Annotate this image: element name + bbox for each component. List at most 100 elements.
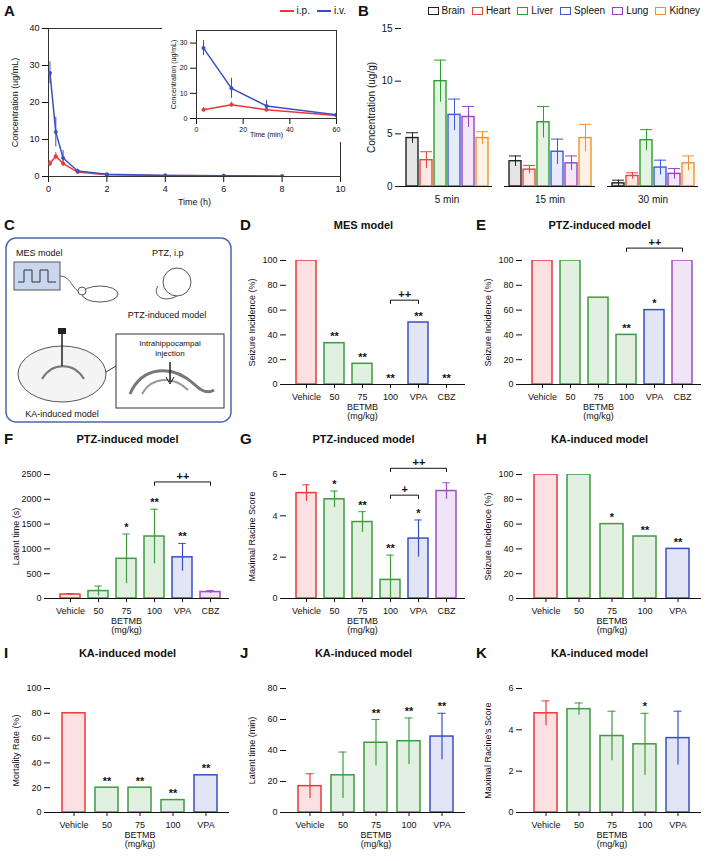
svg-text:CBZ: CBZ xyxy=(202,606,221,616)
svg-text:2: 2 xyxy=(104,184,109,194)
svg-text:80: 80 xyxy=(503,280,513,290)
svg-text:20: 20 xyxy=(180,64,188,71)
svg-text:100: 100 xyxy=(401,820,416,830)
svg-text:40: 40 xyxy=(267,330,277,340)
svg-text:2000: 2000 xyxy=(21,494,41,504)
svg-text:6: 6 xyxy=(508,683,513,693)
svg-text:Vehicle: Vehicle xyxy=(531,606,560,616)
svg-text:VPA: VPA xyxy=(646,392,663,402)
svg-text:2500: 2500 xyxy=(21,469,41,479)
svg-text:Concentration (ug/mL): Concentration (ug/mL) xyxy=(170,40,178,110)
svg-text:60: 60 xyxy=(31,733,41,743)
svg-text:0: 0 xyxy=(34,171,39,181)
svg-text:10: 10 xyxy=(335,184,345,194)
svg-text:75: 75 xyxy=(121,606,131,616)
svg-text:**: ** xyxy=(386,542,395,554)
svg-text:Vehicle: Vehicle xyxy=(292,392,321,402)
svg-text:50: 50 xyxy=(574,820,584,830)
svg-text:30: 30 xyxy=(180,39,188,46)
svg-text:Seizure Incidence (%): Seizure Incidence (%) xyxy=(247,278,257,366)
svg-text:100: 100 xyxy=(383,606,398,616)
svg-text:20: 20 xyxy=(29,97,39,107)
svg-text:5: 5 xyxy=(387,128,393,139)
svg-text:15: 15 xyxy=(381,23,393,34)
svg-text:Concentration (ug/mL): Concentration (ug/mL) xyxy=(10,58,20,148)
svg-text:60: 60 xyxy=(503,519,513,529)
svg-text:VPA: VPA xyxy=(410,392,427,402)
svg-text:Intrahippocampal: Intrahippocampal xyxy=(139,339,201,348)
svg-text:30 min: 30 min xyxy=(638,194,668,205)
svg-text:**: ** xyxy=(438,700,447,712)
svg-text:BETMB(mg/kg): BETMB(mg/kg) xyxy=(347,402,378,421)
svg-text:BETMB(mg/kg): BETMB(mg/kg) xyxy=(596,830,627,849)
svg-text:**: ** xyxy=(169,787,178,799)
svg-text:75: 75 xyxy=(607,820,617,830)
svg-text:VPA: VPA xyxy=(197,820,214,830)
svg-text:100: 100 xyxy=(26,683,41,693)
svg-text:CBZ: CBZ xyxy=(438,606,457,616)
svg-text:**: ** xyxy=(442,372,451,384)
svg-text:**: ** xyxy=(405,705,414,717)
svg-text:+: + xyxy=(401,483,407,495)
svg-text:40: 40 xyxy=(503,544,513,554)
svg-text:0: 0 xyxy=(36,593,41,603)
svg-text:injection: injection xyxy=(155,349,184,358)
svg-text:VPA: VPA xyxy=(410,606,427,616)
svg-text:2: 2 xyxy=(272,552,277,562)
svg-text:Seizure Incidence (%): Seizure Incidence (%) xyxy=(483,492,493,580)
svg-text:20: 20 xyxy=(267,355,277,365)
svg-text:80: 80 xyxy=(31,708,41,718)
svg-text:CBZ: CBZ xyxy=(674,392,693,402)
svg-text:Maximal Racine Score: Maximal Racine Score xyxy=(247,491,257,581)
svg-text:**: ** xyxy=(372,707,381,719)
svg-text:Vehicle: Vehicle xyxy=(59,820,88,830)
svg-text:50: 50 xyxy=(329,606,339,616)
svg-text:Mortality Rate (%): Mortality Rate (%) xyxy=(11,714,21,786)
svg-text:**: ** xyxy=(386,372,395,384)
svg-text:6: 6 xyxy=(272,469,277,479)
svg-text:VPA: VPA xyxy=(174,606,191,616)
svg-text:Vehicle: Vehicle xyxy=(528,392,557,402)
svg-text:60: 60 xyxy=(333,126,341,133)
svg-text:40: 40 xyxy=(29,23,39,33)
svg-text:**: ** xyxy=(330,330,339,342)
svg-text:1500: 1500 xyxy=(21,519,41,529)
svg-text:0: 0 xyxy=(272,807,277,817)
svg-text:40: 40 xyxy=(286,126,294,133)
svg-text:0: 0 xyxy=(387,181,393,192)
svg-text:**: ** xyxy=(641,524,650,536)
svg-text:40: 40 xyxy=(503,330,513,340)
svg-text:1000: 1000 xyxy=(21,544,41,554)
svg-text:Time (h): Time (h) xyxy=(178,197,211,207)
svg-text:Latent time (s): Latent time (s) xyxy=(11,508,21,566)
svg-text:*: * xyxy=(610,511,615,523)
svg-text:Vehicle: Vehicle xyxy=(56,606,85,616)
svg-text:100: 100 xyxy=(262,255,277,265)
svg-text:8: 8 xyxy=(280,184,285,194)
svg-text:50: 50 xyxy=(565,392,575,402)
svg-text:CBZ: CBZ xyxy=(438,392,457,402)
svg-text:VPA: VPA xyxy=(433,820,450,830)
svg-text:**: ** xyxy=(358,499,367,511)
svg-text:50: 50 xyxy=(93,606,103,616)
svg-text:80: 80 xyxy=(267,683,277,693)
svg-text:PTZ, i.p: PTZ, i.p xyxy=(152,248,184,258)
svg-text:Maximal Racine's Score: Maximal Racine's Score xyxy=(483,702,493,798)
svg-text:*: * xyxy=(652,297,657,309)
svg-text:100: 100 xyxy=(165,820,180,830)
svg-text:75: 75 xyxy=(371,820,381,830)
svg-text:**: ** xyxy=(622,322,631,334)
svg-text:100: 100 xyxy=(637,606,652,616)
svg-text:++: ++ xyxy=(648,236,661,248)
svg-text:BETMB(mg/kg): BETMB(mg/kg) xyxy=(583,402,614,421)
svg-text:100: 100 xyxy=(383,392,398,402)
svg-text:*: * xyxy=(643,700,648,712)
svg-text:0: 0 xyxy=(184,115,188,122)
svg-text:15 min: 15 min xyxy=(535,194,565,205)
svg-text:0: 0 xyxy=(272,379,277,389)
svg-text:4: 4 xyxy=(272,511,277,521)
svg-text:10: 10 xyxy=(381,75,393,86)
svg-text:BETMB(mg/kg): BETMB(mg/kg) xyxy=(111,616,142,635)
svg-text:0: 0 xyxy=(46,184,51,194)
svg-text:Vehicle: Vehicle xyxy=(531,820,560,830)
